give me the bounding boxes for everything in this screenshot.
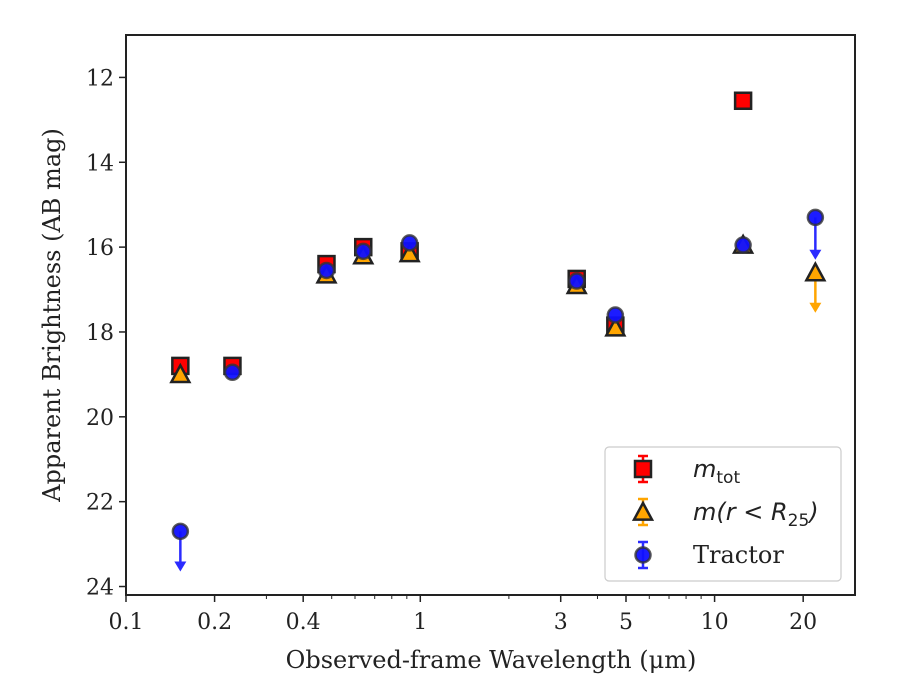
y-tick-label: 16 bbox=[86, 236, 114, 261]
y-tick-label: 20 bbox=[86, 406, 114, 431]
marker-square bbox=[633, 459, 653, 479]
y-tick-label: 18 bbox=[86, 321, 114, 346]
legend: mtot m(r < R25) Tractor bbox=[604, 446, 842, 582]
series-triangle bbox=[169, 233, 827, 384]
x-axis-title: Observed-frame Wavelength (μm) bbox=[286, 646, 697, 674]
marker-circle bbox=[567, 272, 586, 290]
y-axis-title: Apparent Brightness (AB mag) bbox=[38, 128, 66, 503]
marker-triangle bbox=[631, 500, 655, 521]
marker-circle bbox=[606, 306, 625, 324]
marker-circle bbox=[806, 208, 825, 227]
x-tick-label: 1 bbox=[413, 610, 427, 635]
marker-circle bbox=[171, 522, 190, 541]
x-tick-label: 5 bbox=[619, 610, 633, 635]
x-tick-label: 10 bbox=[701, 610, 729, 635]
upper-limit-arrowhead bbox=[174, 561, 187, 572]
y-tick-label: 22 bbox=[86, 491, 114, 516]
marker-circle bbox=[400, 234, 419, 252]
marker-triangle bbox=[169, 362, 192, 384]
x-tick-label: 20 bbox=[789, 610, 817, 635]
legend-box bbox=[604, 446, 842, 582]
upper-limit-arrowhead bbox=[809, 249, 822, 260]
legend-label: Tractor bbox=[693, 541, 784, 569]
y-tick-label: 14 bbox=[86, 151, 114, 176]
series-circle bbox=[171, 208, 825, 572]
marker-square bbox=[733, 91, 753, 111]
x-tick-label: 0.1 bbox=[109, 610, 144, 635]
marker-circle bbox=[223, 363, 242, 382]
marker-circle bbox=[354, 242, 373, 261]
marker-circle bbox=[317, 261, 336, 280]
upper-limit-arrowhead bbox=[809, 302, 822, 313]
marker-circle bbox=[634, 546, 652, 564]
y-tick-label: 24 bbox=[86, 576, 114, 601]
plot-frame bbox=[125, 34, 856, 596]
marker-triangle bbox=[804, 260, 827, 282]
x-tick-label: 0.2 bbox=[197, 610, 232, 635]
marker-circle bbox=[734, 236, 752, 254]
x-tick-label: 3 bbox=[554, 610, 568, 635]
marker-triangle bbox=[604, 316, 627, 337]
series-square bbox=[171, 91, 753, 376]
plot-layer bbox=[169, 91, 827, 572]
legend-label: m(r < R25) bbox=[693, 498, 819, 531]
marker-triangle bbox=[398, 241, 421, 263]
legend-label: mtot bbox=[693, 455, 740, 488]
axes-layer: 0.1 0.2 0.4 1 3 5 10 20 12 14 16 18 20 22 24 bbox=[86, 34, 856, 635]
x-tick-label: 0.4 bbox=[286, 610, 321, 635]
y-tick-label: 12 bbox=[86, 66, 114, 91]
